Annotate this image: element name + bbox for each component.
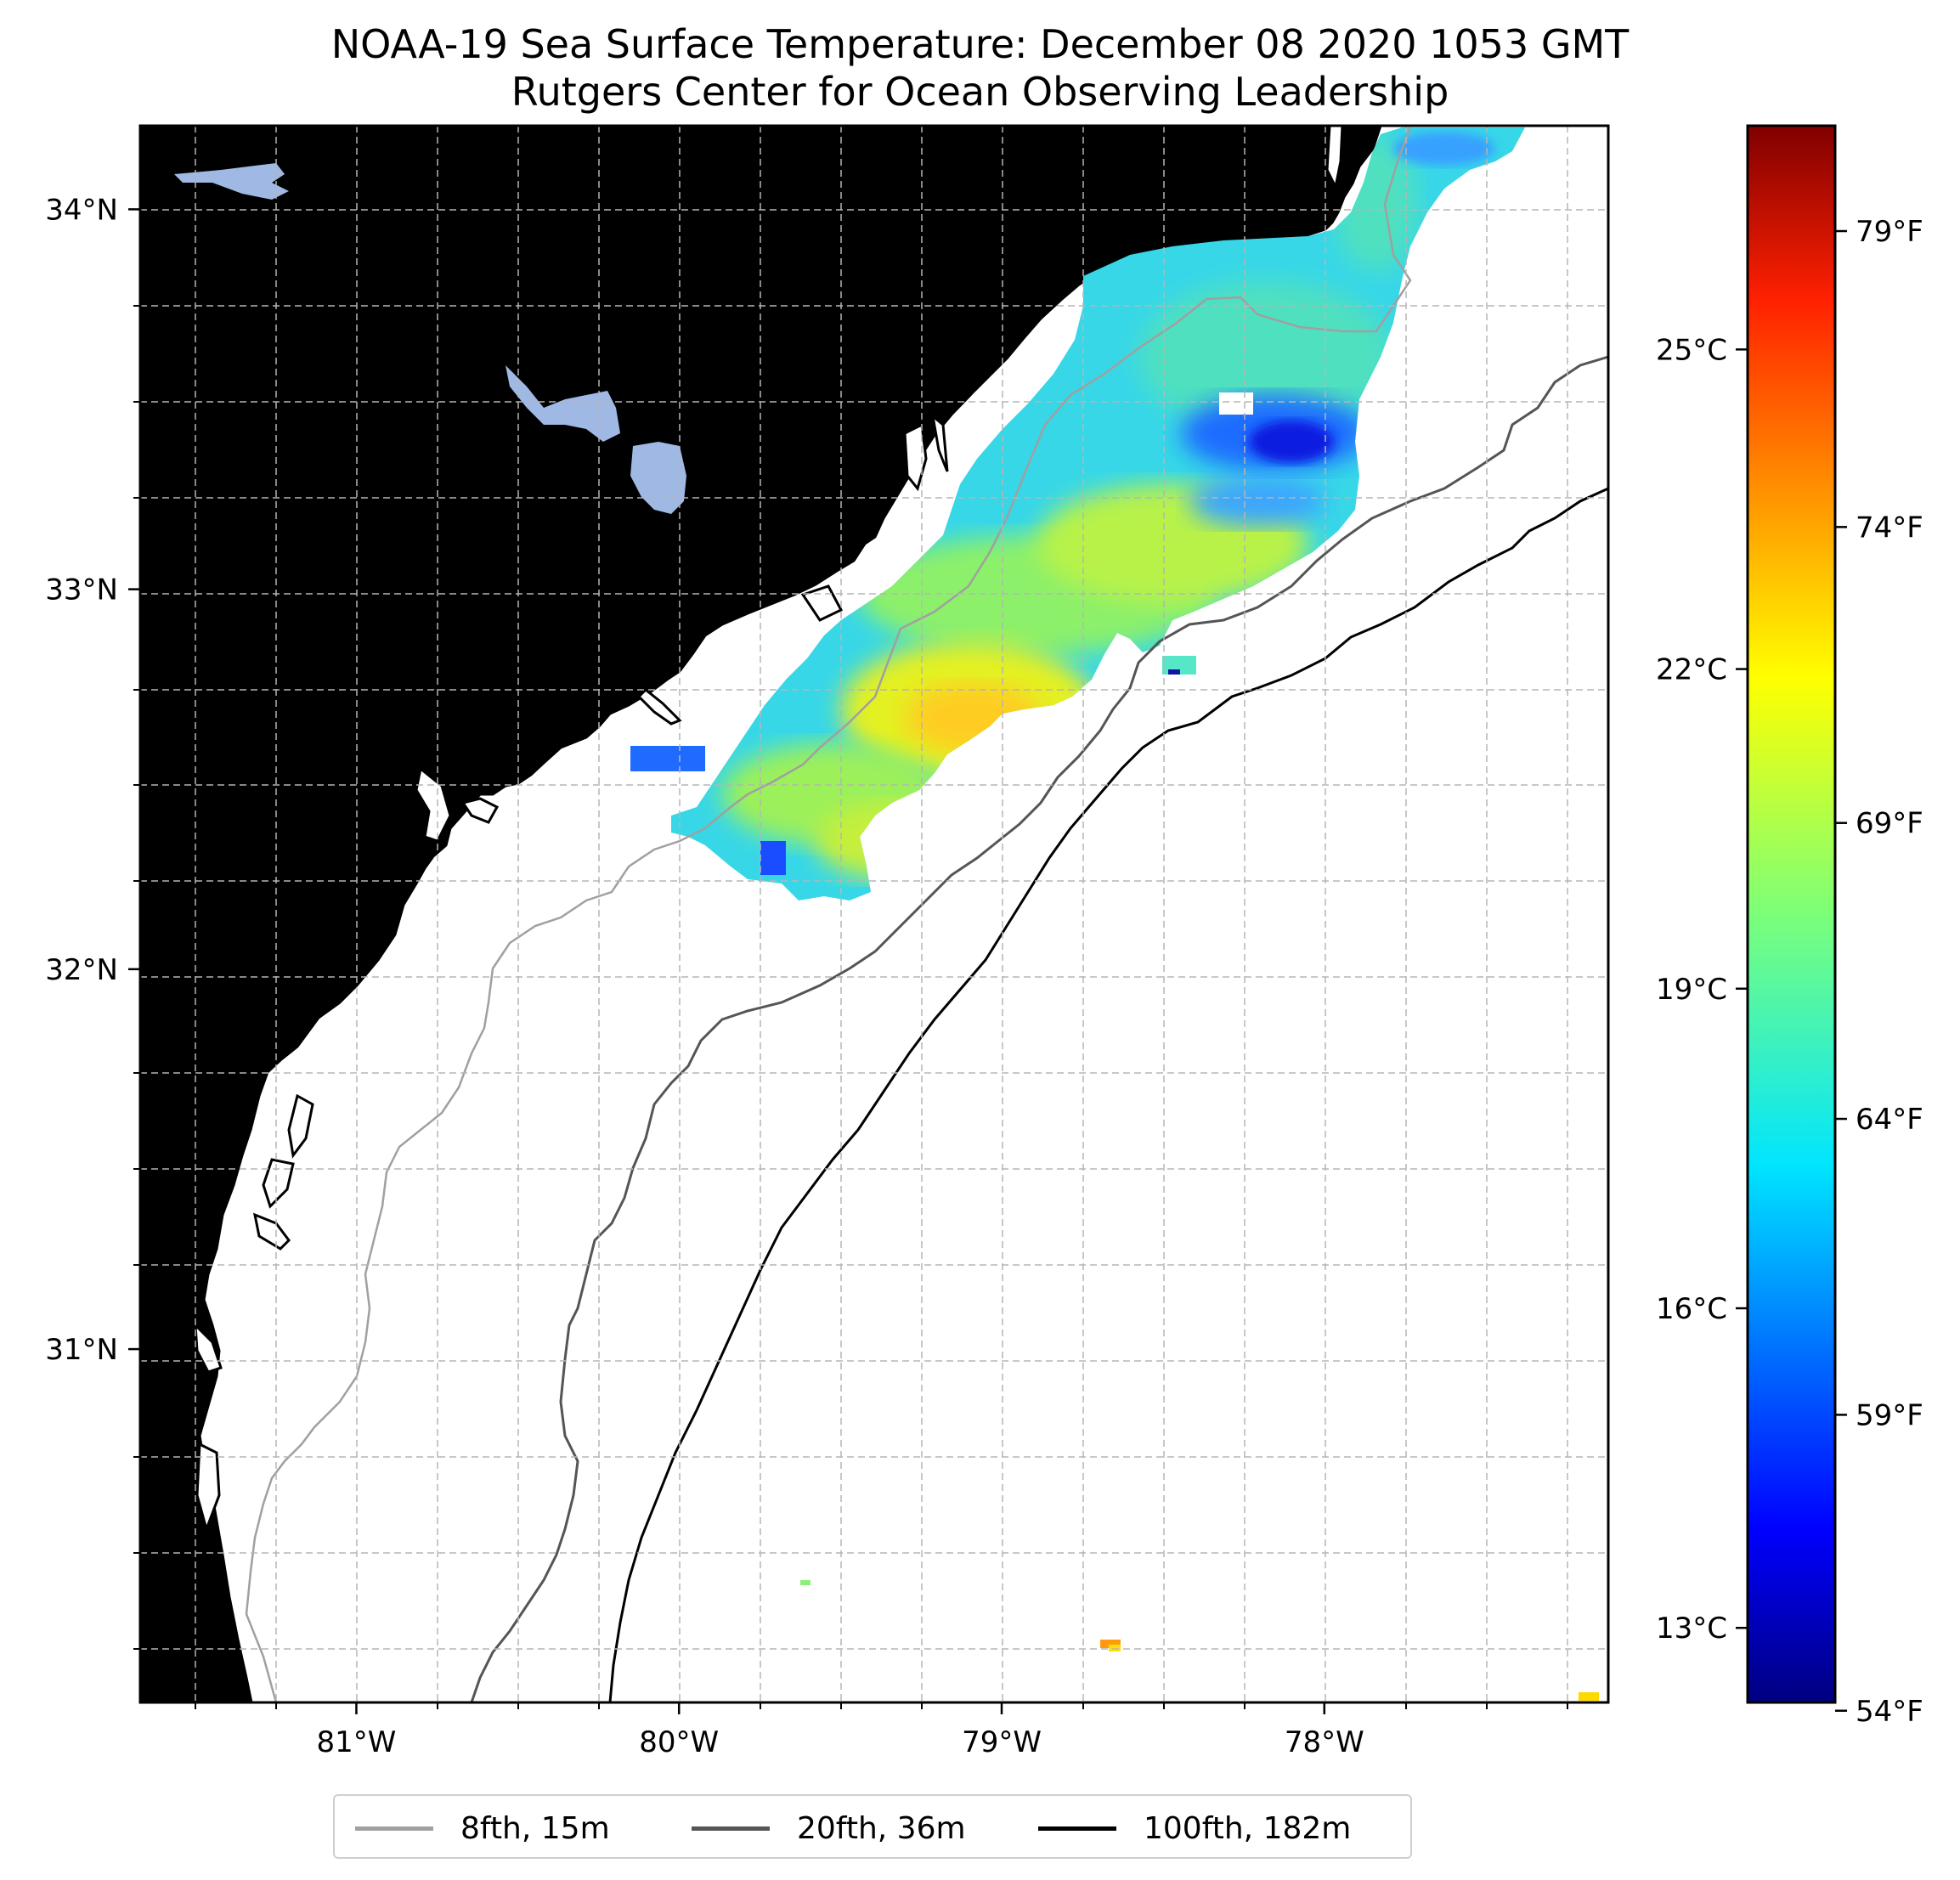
colorbar xyxy=(1746,124,1837,1704)
lon-tick-label: 79°W xyxy=(962,1725,1042,1759)
map-subtitle: Rutgers Center for Ocean Observing Leade… xyxy=(511,69,1449,115)
latitude-ticks: 34°N 33°N 32°N 31°N xyxy=(45,193,140,1367)
legend-swatch-182m xyxy=(1038,1826,1116,1831)
lon-tick-label: 80°W xyxy=(639,1725,719,1759)
celsius-tick-label: 19°C xyxy=(1656,973,1727,1007)
legend-swatch-36m xyxy=(692,1826,770,1831)
legend-swatch-15m xyxy=(355,1826,433,1831)
axis-minor-ticks xyxy=(133,305,1568,1709)
isobath-legend: 8fth, 15m 20fth, 36m 100fth, 182m xyxy=(333,1794,1412,1859)
lat-tick-label: 32°N xyxy=(45,953,118,987)
isobath-15m xyxy=(245,127,1412,1702)
celsius-tick-label: 16°C xyxy=(1656,1292,1727,1326)
legend-item-36m: 20fth, 36m xyxy=(692,1796,966,1860)
fahrenheit-tick-label: 69°F xyxy=(1856,807,1923,841)
map-frame xyxy=(138,124,1610,1704)
fahrenheit-tick-label: 79°F xyxy=(1856,215,1923,249)
map-panel xyxy=(140,126,1608,1702)
lon-tick-label: 78°W xyxy=(1285,1725,1364,1759)
legend-label-36m: 20fth, 36m xyxy=(797,1810,966,1846)
lat-tick-label: 34°N xyxy=(45,193,118,227)
sst-data-field xyxy=(630,127,1599,1701)
legend-item-15m: 8fth, 15m xyxy=(355,1796,610,1860)
colorbar-fahrenheit-ticks: 54°F 59°F 64°F 69°F 74°F 79°F xyxy=(1835,215,1923,1729)
legend-label-15m: 8fth, 15m xyxy=(460,1810,610,1846)
inland-lakes xyxy=(174,163,686,514)
longitude-ticks: 81°W 80°W 79°W 78°W xyxy=(317,1702,1364,1759)
map-title: NOAA-19 Sea Surface Temperature: Decembe… xyxy=(330,21,1630,67)
fahrenheit-tick-label: 64°F xyxy=(1856,1103,1923,1137)
coastal-inlets xyxy=(194,126,1344,1533)
celsius-tick-label: 13°C xyxy=(1656,1612,1727,1646)
colorbar-celsius-ticks: 13°C 16°C 19°C 22°C 25°C xyxy=(1656,333,1748,1646)
lat-tick-label: 33°N xyxy=(45,573,118,607)
lon-tick-label: 81°W xyxy=(317,1725,397,1759)
fahrenheit-tick-label: 54°F xyxy=(1856,1695,1923,1729)
fahrenheit-tick-label: 74°F xyxy=(1856,511,1923,545)
legend-item-182m: 100fth, 182m xyxy=(1038,1796,1351,1860)
fahrenheit-tick-label: 59°F xyxy=(1856,1398,1923,1432)
state-border xyxy=(1009,126,1136,252)
lat-tick-label: 31°N xyxy=(45,1333,118,1367)
celsius-tick-label: 25°C xyxy=(1656,333,1727,367)
isobath-182m xyxy=(608,487,1608,1702)
legend-label-182m: 100fth, 182m xyxy=(1144,1810,1352,1846)
isobath-36m xyxy=(470,355,1608,1702)
map-gridlines xyxy=(140,126,1608,1702)
celsius-tick-label: 22°C xyxy=(1656,653,1727,687)
